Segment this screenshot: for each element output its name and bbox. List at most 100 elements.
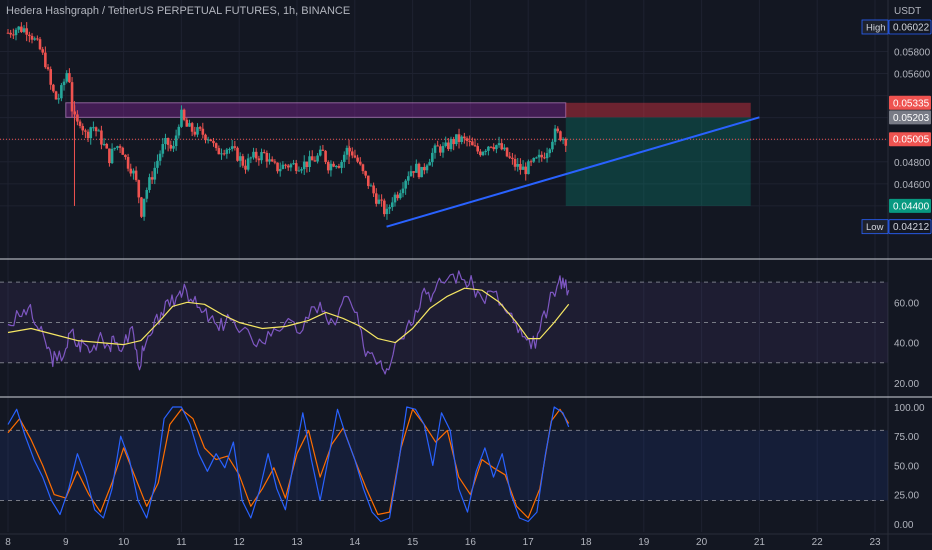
candle-body: [86, 131, 90, 139]
candle-body: [412, 171, 415, 173]
candle-body: [537, 154, 541, 158]
candle-body: [468, 141, 471, 143]
time-tick-label: 19: [638, 537, 650, 548]
candle-body: [25, 28, 28, 35]
candle-body: [297, 170, 301, 172]
candle-body: [420, 167, 423, 178]
time-tick-label: 16: [465, 537, 477, 548]
candle-body: [369, 185, 373, 187]
candle-body: [172, 146, 175, 149]
time-tick-label: 13: [291, 537, 303, 548]
candle-body: [393, 194, 397, 203]
candle-body: [321, 149, 325, 151]
candle-body: [228, 148, 231, 150]
candle-body: [457, 134, 461, 142]
time-tick-label: 20: [696, 537, 708, 548]
candle-body: [286, 165, 290, 168]
candle-body: [329, 163, 333, 171]
candle-body: [380, 199, 383, 201]
candle-body: [38, 39, 42, 50]
time-tick-label: 23: [869, 537, 881, 548]
candle-body: [337, 165, 341, 168]
candle-body: [49, 69, 53, 85]
candle-body: [465, 138, 469, 142]
candle-body: [463, 136, 466, 139]
candle-body: [132, 170, 135, 174]
chart-title: Hedera Hashgraph / TetherUS PERPETUAL FU…: [6, 5, 351, 17]
candle-body: [60, 85, 63, 99]
candle-body: [102, 143, 106, 145]
candle-body: [41, 49, 44, 53]
entry-price-label: 0.05203: [889, 110, 931, 125]
candle-body: [158, 153, 162, 161]
candle-body: [36, 38, 39, 40]
rsi-line: [7, 270, 570, 375]
candle-body: [527, 161, 530, 175]
candle-body: [113, 147, 117, 149]
stoch-tick-label: 50.00: [894, 461, 919, 472]
candle-body: [310, 156, 314, 161]
candle-body: [366, 175, 370, 186]
candle-body: [44, 52, 47, 68]
candle-body: [543, 157, 546, 159]
candle-body: [246, 158, 250, 170]
rsi-ma-line: [7, 287, 570, 346]
candle-body: [447, 142, 450, 150]
candle-body: [345, 147, 349, 155]
candle-body: [164, 137, 167, 145]
candle-body: [334, 165, 338, 167]
candle-body: [150, 177, 154, 180]
candle-body: [404, 180, 407, 189]
candle-body: [292, 163, 295, 165]
candle-body: [17, 26, 20, 30]
candle-body: [503, 147, 506, 150]
candle-body: [511, 157, 514, 159]
candle-body: [278, 168, 282, 172]
last-value-text: 0.05005: [893, 135, 930, 146]
candle-body: [145, 189, 149, 199]
stop-price-label: 0.05335: [889, 95, 931, 110]
candle-body: [118, 146, 122, 148]
candle-body: [12, 34, 15, 36]
stoch-tick-label: 100.00: [894, 403, 925, 414]
rsi-tick-label: 40.00: [894, 339, 919, 350]
stoch-k-line: [7, 406, 570, 523]
candles: [6, 22, 568, 221]
candle-body: [177, 126, 181, 136]
candle-body: [481, 151, 485, 156]
candle-body: [148, 177, 151, 190]
candle-body: [508, 156, 512, 158]
candle-body: [166, 137, 170, 145]
low-label-tag: [861, 219, 889, 235]
candle-body: [300, 169, 303, 171]
time-tick-label: 8: [5, 537, 11, 548]
candle-body: [340, 161, 343, 168]
candle-body: [22, 28, 26, 32]
rsi-tick-label: 20.00: [894, 379, 919, 390]
entry-value-text: 0.05203: [893, 113, 930, 124]
candle-body: [233, 146, 237, 148]
candle-body: [308, 156, 311, 168]
candle-body: [342, 154, 346, 162]
currency-label: USDT: [894, 6, 922, 17]
low-price-label: Low 0.04212: [861, 219, 932, 235]
resistance-zone: [65, 102, 567, 118]
candle-body: [316, 155, 319, 162]
candle-body: [14, 29, 18, 36]
candle-body: [284, 164, 287, 166]
candle-body: [265, 153, 269, 162]
take-profit-zone: [565, 117, 751, 206]
candle-body: [198, 127, 202, 129]
candle-body: [407, 176, 410, 181]
candle-body: [204, 134, 207, 141]
candle-body: [553, 128, 557, 142]
candle-body: [455, 134, 458, 145]
candle-body: [281, 164, 285, 169]
candle-body: [305, 161, 309, 168]
candle-body: [428, 162, 431, 166]
target-value-badge: [889, 198, 931, 213]
candle-body: [505, 147, 509, 157]
candle-body: [100, 130, 103, 145]
candle-body: [244, 165, 247, 170]
